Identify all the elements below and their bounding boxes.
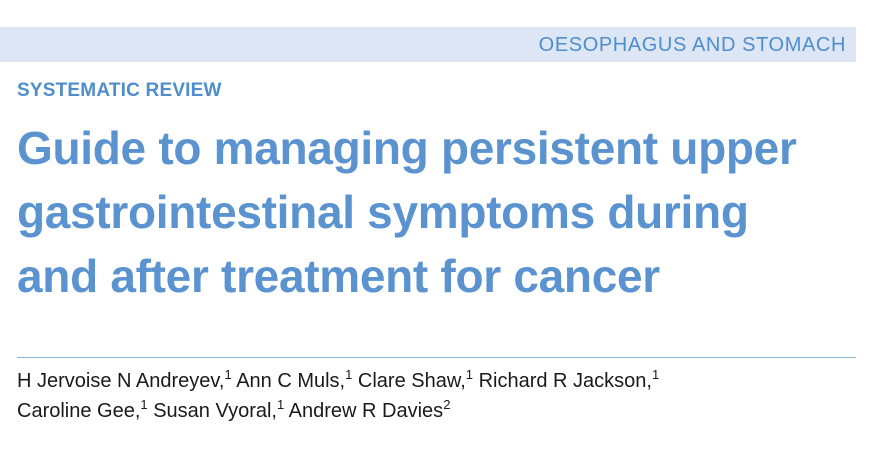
author: H Jervoise N Andreyev,1 xyxy=(17,367,232,392)
author-line: H Jervoise N Andreyev,1 Ann C Muls,1 Cla… xyxy=(17,366,867,396)
author-name: Andrew R Davies xyxy=(288,400,444,422)
author: Andrew R Davies2 xyxy=(288,397,451,422)
affiliation-marker: 1 xyxy=(465,367,473,382)
author-name: Susan Vyoral, xyxy=(153,400,277,422)
section-label: OESOPHAGUS AND STOMACH xyxy=(538,34,846,56)
affiliation-marker: 1 xyxy=(651,367,660,382)
article-title-line: and after treatment for cancer xyxy=(17,250,660,302)
affiliation-marker: 1 xyxy=(140,397,148,412)
author: Ann C Muls,1 xyxy=(236,367,353,392)
author: Caroline Gee,1 xyxy=(17,397,148,422)
author-name: Ann C Muls, xyxy=(236,370,346,392)
author: Clare Shaw,1 xyxy=(357,367,473,392)
article-type-label: SYSTEMATIC REVIEW xyxy=(17,80,222,101)
affiliation-marker: 1 xyxy=(276,397,285,412)
author-line: Caroline Gee,1 Susan Vyoral,1 Andrew R D… xyxy=(17,396,867,426)
author: Susan Vyoral,1 xyxy=(153,397,285,422)
article-title: Guide to managing persistent upper gastr… xyxy=(17,116,867,308)
affiliation-marker: 1 xyxy=(224,367,232,382)
author: Richard R Jackson,1 xyxy=(478,367,660,392)
affiliation-marker: 2 xyxy=(443,397,451,412)
affiliation-marker: 1 xyxy=(345,367,353,382)
article-title-line: gastrointestinal symptoms during xyxy=(17,186,749,238)
author-name: Caroline Gee, xyxy=(17,400,141,422)
author-name: H Jervoise N Andreyev, xyxy=(17,370,225,392)
author-name: Richard R Jackson, xyxy=(478,370,652,392)
author-list: H Jervoise N Andreyev,1 Ann C Muls,1 Cla… xyxy=(17,366,867,426)
section-header-band: OESOPHAGUS AND STOMACH xyxy=(0,27,856,62)
article-title-line: Guide to managing persistent upper xyxy=(17,122,797,174)
author-name: Clare Shaw, xyxy=(357,370,466,392)
title-divider xyxy=(17,357,856,358)
